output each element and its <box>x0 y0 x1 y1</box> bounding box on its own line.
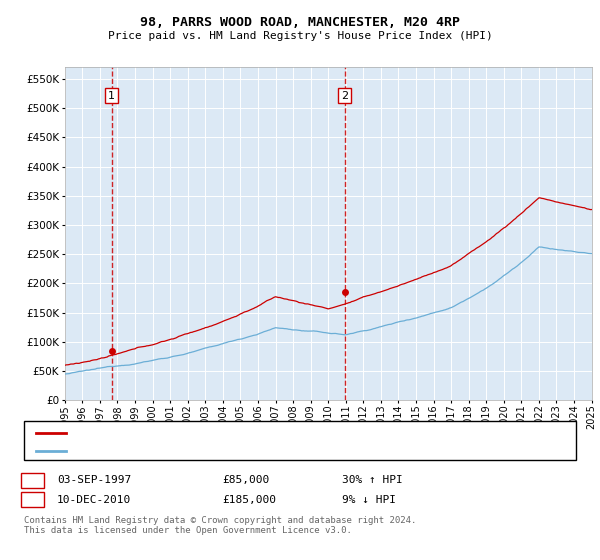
Text: Price paid vs. HM Land Registry's House Price Index (HPI): Price paid vs. HM Land Registry's House … <box>107 31 493 41</box>
Text: 30% ↑ HPI: 30% ↑ HPI <box>342 475 403 486</box>
Text: 9% ↓ HPI: 9% ↓ HPI <box>342 494 396 505</box>
Text: 98, PARRS WOOD ROAD, MANCHESTER, M20 4RP: 98, PARRS WOOD ROAD, MANCHESTER, M20 4RP <box>140 16 460 29</box>
Text: 2: 2 <box>29 494 36 505</box>
Text: This data is licensed under the Open Government Licence v3.0.: This data is licensed under the Open Gov… <box>24 526 352 535</box>
Text: 03-SEP-1997: 03-SEP-1997 <box>57 475 131 486</box>
Text: 1: 1 <box>29 475 36 486</box>
Text: HPI: Average price, detached house, Manchester: HPI: Average price, detached house, Manc… <box>72 446 359 456</box>
Text: 10-DEC-2010: 10-DEC-2010 <box>57 494 131 505</box>
Text: Contains HM Land Registry data © Crown copyright and database right 2024.: Contains HM Land Registry data © Crown c… <box>24 516 416 525</box>
Text: £185,000: £185,000 <box>222 494 276 505</box>
Text: 1: 1 <box>108 91 115 101</box>
Text: 98, PARRS WOOD ROAD, MANCHESTER, M20 4RP (detached house): 98, PARRS WOOD ROAD, MANCHESTER, M20 4RP… <box>72 428 428 438</box>
Text: £85,000: £85,000 <box>222 475 269 486</box>
Text: 2: 2 <box>341 91 348 101</box>
